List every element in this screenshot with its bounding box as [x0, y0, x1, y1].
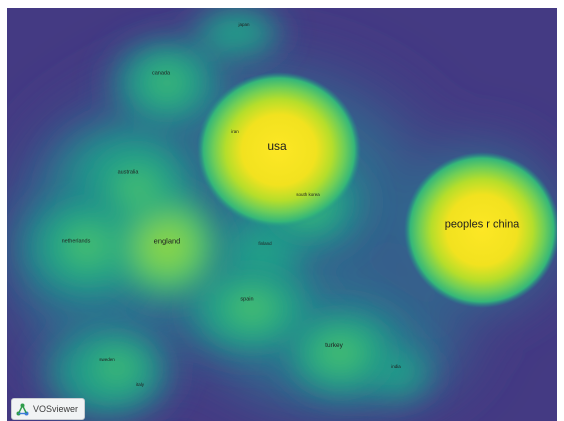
- vosviewer-badge-label: VOSviewer: [33, 404, 79, 414]
- map-label-australia[interactable]: australia: [117, 169, 139, 176]
- map-label-england[interactable]: england: [153, 236, 181, 246]
- map-label-sweden[interactable]: sweden: [99, 356, 115, 362]
- map-label-finland[interactable]: finland: [258, 240, 272, 246]
- map-label-usa[interactable]: usa: [267, 139, 287, 153]
- map-label-japan[interactable]: japan: [238, 21, 250, 27]
- map-label-spain[interactable]: spain: [240, 296, 254, 303]
- map-label-india[interactable]: india: [391, 363, 401, 369]
- density-map-canvas[interactable]: japan canada iran usa australia south ko…: [7, 8, 557, 421]
- density-heatmap: [7, 8, 557, 421]
- map-label-canada[interactable]: canada: [151, 70, 171, 77]
- map-label-italy[interactable]: italy: [135, 381, 145, 387]
- map-label-turkey[interactable]: turkey: [325, 341, 343, 349]
- vosviewer-badge[interactable]: VOSviewer: [11, 398, 86, 420]
- map-label-south-korea[interactable]: south korea: [296, 191, 320, 197]
- map-label-netherlands[interactable]: netherlands: [61, 238, 91, 245]
- map-label-peoples-r-china[interactable]: peoples r china: [444, 218, 520, 231]
- map-label-iran[interactable]: iran: [231, 128, 239, 134]
- vosviewer-logo-icon: [16, 403, 29, 415]
